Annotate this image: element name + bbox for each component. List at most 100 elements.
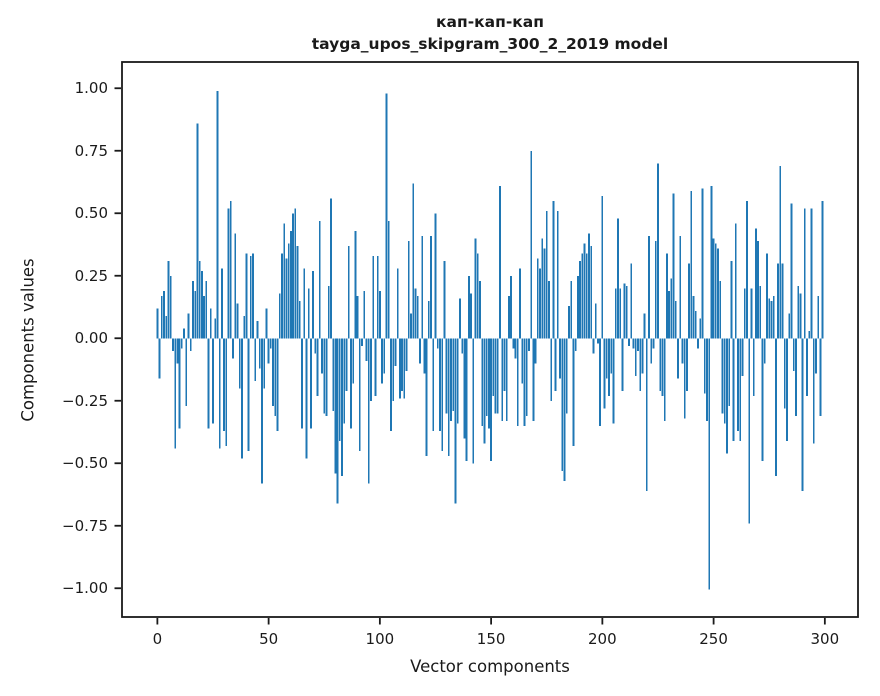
- bar: [403, 338, 406, 399]
- bar: [459, 298, 461, 339]
- bar: [323, 338, 326, 414]
- bar: [196, 123, 199, 339]
- bar: [479, 280, 481, 339]
- bar: [256, 320, 259, 339]
- bar: [236, 303, 239, 339]
- chart-title: кап-кап-кап tayga_upos_skipgram_300_2_20…: [122, 11, 858, 55]
- bar: [786, 338, 788, 441]
- bar: [810, 208, 813, 339]
- bar: [314, 338, 317, 354]
- bar: [652, 338, 655, 349]
- bar: [521, 338, 524, 384]
- bar: [472, 338, 475, 464]
- bar: [754, 228, 757, 339]
- bar: [783, 338, 786, 409]
- bar: [345, 338, 348, 391]
- bar: [307, 288, 310, 339]
- bar: [610, 338, 613, 374]
- bar: [570, 280, 573, 339]
- bar: [225, 338, 228, 446]
- bar: [410, 313, 412, 339]
- bar: [203, 295, 205, 339]
- bar: [374, 338, 377, 396]
- bar: [165, 315, 168, 339]
- bar: [605, 338, 608, 379]
- bar: [679, 235, 682, 339]
- bar: [198, 260, 201, 339]
- bar: [200, 270, 203, 339]
- bar: [432, 338, 435, 431]
- bar: [614, 288, 617, 339]
- bar: [619, 288, 622, 339]
- bar: [310, 338, 312, 429]
- bar: [205, 280, 208, 339]
- bar: [443, 260, 446, 339]
- bar: [234, 233, 237, 339]
- y-tick-label: −0.50: [62, 454, 108, 473]
- bar: [692, 295, 695, 339]
- bar: [338, 338, 341, 441]
- bar: [276, 338, 279, 431]
- bar: [623, 283, 626, 339]
- axes-spines: [121, 61, 859, 618]
- bar: [187, 313, 190, 339]
- bar: [361, 338, 363, 346]
- bar: [788, 313, 791, 339]
- bar: [416, 295, 419, 339]
- bar: [768, 298, 771, 339]
- bar: [249, 255, 252, 339]
- bar: [579, 260, 581, 339]
- x-tick-label: 150: [476, 630, 506, 648]
- bar: [312, 270, 315, 339]
- bar: [261, 338, 263, 484]
- bar: [654, 240, 657, 339]
- bar: [772, 295, 775, 339]
- bar: [327, 285, 330, 339]
- bar: [156, 308, 159, 339]
- bar: [508, 295, 510, 339]
- bar: [452, 338, 455, 411]
- bar: [414, 288, 417, 339]
- bar: [781, 263, 784, 339]
- bar: [576, 275, 579, 339]
- bar: [481, 338, 484, 426]
- bar: [585, 253, 588, 339]
- bar: [574, 338, 577, 351]
- bar: [583, 243, 586, 339]
- bar: [423, 338, 426, 374]
- bar: [192, 280, 194, 339]
- bar: [792, 338, 795, 371]
- bar: [281, 253, 283, 339]
- bar: [447, 338, 450, 456]
- bar: [572, 338, 575, 446]
- chart-title-line2: tayga_upos_skipgram_300_2_2019 model: [311, 35, 669, 53]
- y-tick-label: 0.50: [74, 204, 108, 223]
- bar: [603, 338, 606, 409]
- bar: [265, 308, 268, 339]
- bar: [174, 338, 177, 449]
- bar: [238, 338, 241, 389]
- x-axis-label: Vector components: [410, 657, 570, 676]
- bar: [318, 220, 321, 339]
- bar: [247, 338, 250, 451]
- bar: [167, 260, 170, 339]
- bar: [176, 338, 179, 364]
- bar: [341, 338, 343, 476]
- bar: [363, 290, 366, 339]
- bar: [434, 213, 437, 339]
- bar: [365, 338, 368, 361]
- bar: [534, 338, 537, 364]
- bar: [708, 338, 711, 590]
- bar: [372, 255, 375, 339]
- bar: [777, 263, 780, 339]
- bar: [590, 245, 593, 339]
- bar: [650, 338, 653, 364]
- bar: [218, 338, 221, 449]
- bar: [588, 233, 590, 339]
- bar: [730, 260, 733, 339]
- bar: [305, 338, 308, 459]
- bar: [283, 223, 286, 339]
- bar: [599, 338, 602, 426]
- bar: [370, 338, 372, 401]
- bar: [766, 253, 768, 339]
